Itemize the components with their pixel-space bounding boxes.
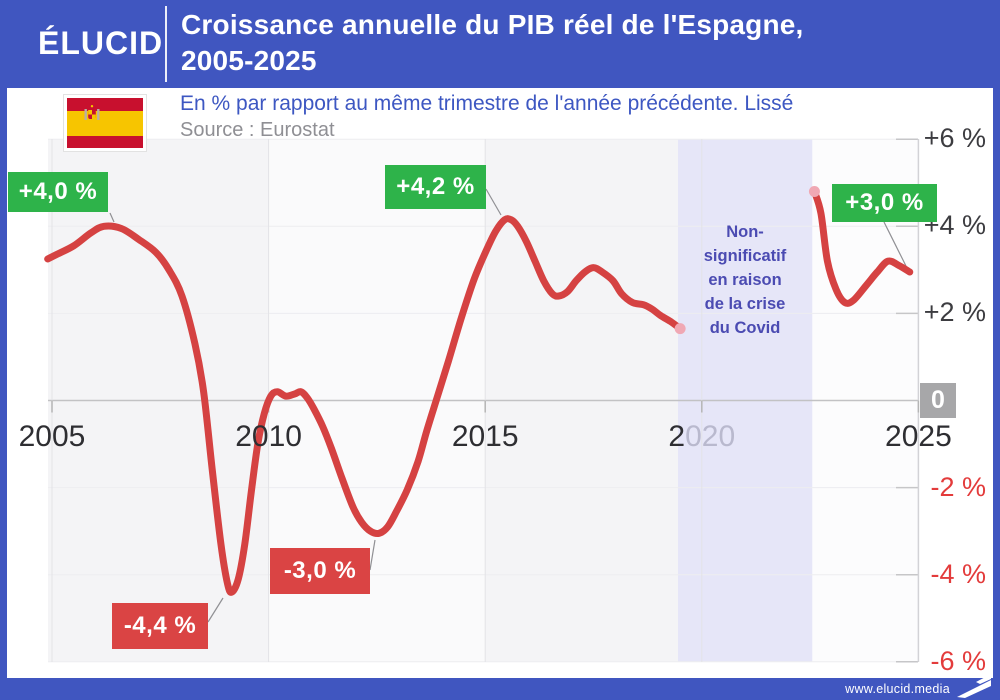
spain-coat-of-arms: [84, 105, 100, 120]
elucid-flag-icon: [957, 674, 991, 698]
chart-background: [7, 88, 993, 678]
header: ÉLUCID Croissance annuelle du PIB réel d…: [0, 0, 1000, 88]
chart-source: Source : Eurostat: [180, 119, 335, 141]
footer: www.elucid.media: [0, 674, 1000, 700]
elucid-logo: ÉLUCID: [38, 25, 164, 61]
header-divider: [165, 6, 167, 82]
page-title-line2: 2005-2025: [181, 45, 317, 76]
page-title: Croissance annuelle du PIB réel de l'Esp…: [181, 7, 804, 79]
footer-url: www.elucid.media: [845, 682, 950, 696]
chart-subtitle: En % par rapport au même trimestre de l'…: [180, 92, 794, 115]
spain-flag-stripes: [67, 98, 143, 148]
spain-flag-icon: [63, 94, 147, 152]
page-title-line1: Croissance annuelle du PIB réel de l'Esp…: [181, 9, 804, 40]
